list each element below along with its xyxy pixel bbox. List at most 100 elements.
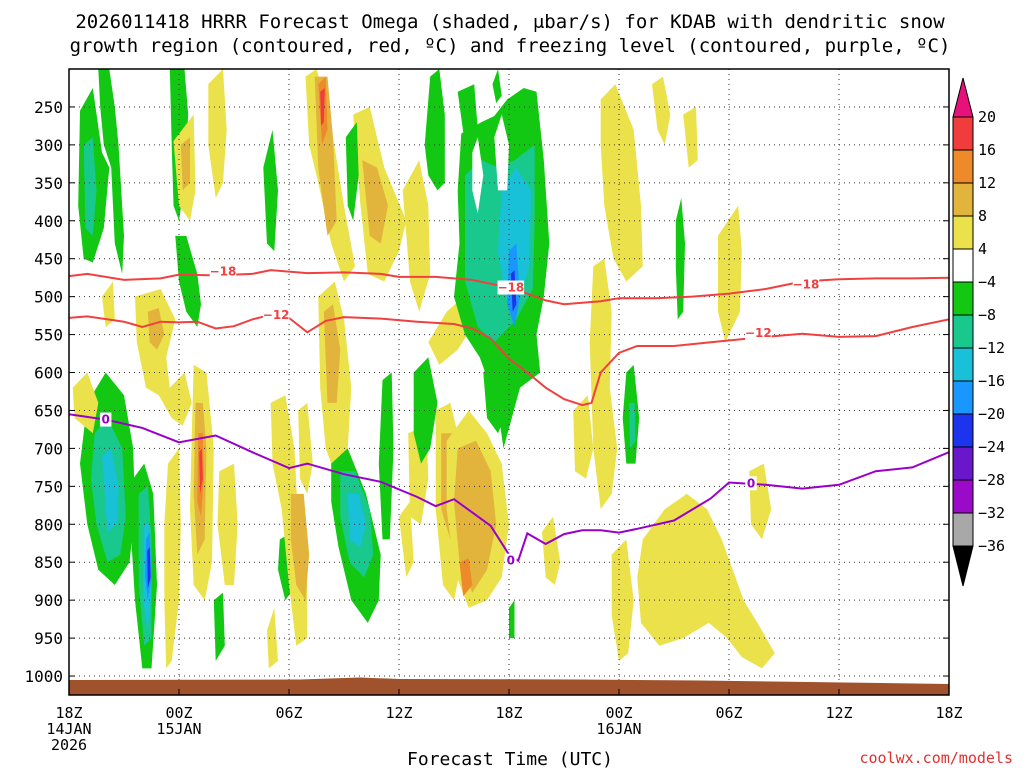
contour-label-bg	[99, 412, 112, 427]
contour-label-bg	[505, 553, 517, 568]
omega-region-1	[83, 137, 97, 236]
contour-label-bg	[745, 326, 772, 341]
contour-labels: −18 −18 −18 −12 −12 0 0 0	[99, 264, 820, 568]
y-tick-label: 250	[34, 98, 63, 117]
contour-label-bg	[209, 264, 237, 279]
contour-label--12: −12	[263, 308, 290, 322]
omega-region-25	[217, 463, 238, 585]
y-tick-label: 750	[34, 477, 63, 496]
omega-region-79	[675, 198, 685, 320]
omega-region-27	[267, 607, 278, 669]
y-tick-label: 350	[34, 174, 63, 193]
contour-line--12	[69, 313, 949, 407]
contour-line-0	[69, 413, 949, 563]
omega-region-74	[589, 258, 618, 510]
y-tick-label: 1000	[24, 667, 63, 686]
omega-region-70	[573, 395, 594, 479]
omega-region-46	[399, 501, 414, 578]
contour-label--12: −12	[745, 326, 772, 340]
omega-region-80	[718, 205, 742, 343]
colorbar-segment-1	[952, 149, 974, 184]
x-tick-label: 12Z	[825, 704, 852, 722]
omega-region-10	[102, 448, 119, 532]
x-tick-label: 00Z	[605, 704, 632, 722]
y-tick-label: 900	[34, 591, 63, 610]
colorbar-label: −8	[978, 306, 996, 324]
colorbar-segment-12	[952, 512, 974, 547]
omega-region-23	[180, 137, 190, 191]
omega-region-64	[492, 69, 502, 104]
omega-region-33	[320, 88, 325, 126]
y-tick-label: 550	[34, 326, 63, 345]
y-tick-label: 850	[34, 553, 63, 572]
omega-region-4	[175, 235, 201, 327]
contour-label-0: 0	[101, 413, 109, 427]
omega-colorbar: 20 16 12 8 4 −4 −8 −12 −16 −20 −24 −28 −32 −36	[952, 77, 1005, 587]
colorbar-segment-0	[952, 116, 974, 151]
colorbar-segment-4	[952, 248, 974, 283]
colorbar-segment-3	[952, 215, 974, 250]
contour-label-bg	[792, 277, 820, 292]
colorbar-segment-8	[952, 380, 974, 415]
omega-region-17	[164, 448, 181, 669]
omega-region-7	[147, 308, 165, 350]
chart-title-line-1: 2026011418 HRRR Forecast Omega (shaded, …	[75, 11, 945, 33]
omega-region-62	[490, 380, 498, 403]
x-tick-label: 2026	[51, 736, 87, 754]
colorbar-label: −36	[978, 537, 1005, 555]
omega-region-53	[413, 357, 438, 464]
x-tick-label: 18Z	[495, 704, 522, 722]
omega-region-73	[683, 106, 698, 168]
omega-region-24	[208, 69, 227, 198]
colorbar-segment-9	[952, 413, 974, 448]
contour-label-bg	[745, 476, 757, 491]
colorbar-segment-11	[952, 479, 974, 514]
colorbar-label: −20	[978, 405, 1005, 423]
x-tick-label: 06Z	[715, 704, 742, 722]
x-axis-title: Forecast Time (UTC)	[407, 749, 613, 768]
colorbar-label: 4	[978, 240, 987, 258]
omega-region-81	[749, 463, 772, 540]
colorbar-label: −16	[978, 372, 1005, 390]
omega-region-5	[102, 281, 115, 327]
omega-region-63	[457, 84, 478, 145]
x-tick-label: 18Z	[935, 704, 962, 722]
y-tick-label: 950	[34, 629, 63, 648]
x-tick-label: 18Z	[55, 704, 82, 722]
y-tick-label: 400	[34, 212, 63, 231]
x-tick-label: 14JAN	[46, 720, 91, 738]
omega-region-29	[298, 402, 313, 494]
colorbar-segment-7	[952, 347, 974, 382]
colorbar-label: −12	[978, 339, 1005, 357]
omega-region-41	[347, 493, 366, 547]
omega-region-78	[637, 493, 775, 669]
chart-title-line-2: growth region (contoured, red, ºC) and f…	[70, 35, 951, 57]
contour-label--18: −18	[793, 277, 820, 291]
y-tick-label: 300	[34, 136, 63, 155]
contour-label-bg	[262, 307, 290, 322]
x-tick-label: 16JAN	[596, 720, 641, 738]
y-tick-label: 650	[34, 401, 63, 420]
contour-label-0: 0	[507, 554, 515, 568]
omega-region-72	[652, 76, 671, 145]
x-tick-label: 06Z	[275, 704, 302, 722]
y-axis: 250 300 350 400 450 500 550 600 650 700 750 800 850 9…	[24, 98, 949, 686]
contour-label-bg	[497, 280, 525, 295]
colorbar-label: −4	[978, 273, 996, 291]
contour-label--18: −18	[497, 281, 524, 295]
y-tick-label: 450	[34, 250, 63, 269]
colorbar-bottom-arrow	[952, 545, 974, 587]
colorbar-label: −24	[978, 438, 1005, 456]
omega-region-50	[402, 160, 431, 312]
y-tick-label: 700	[34, 439, 63, 458]
omega-region-68	[509, 600, 515, 639]
colorbar-label: −32	[978, 504, 1005, 522]
x-tick-label: 15JAN	[156, 720, 201, 738]
colorbar-segment-5	[952, 281, 974, 316]
credit-text: coolwx.com/models	[859, 749, 1013, 767]
omega-region-44	[290, 493, 310, 601]
omega-region-16	[147, 547, 151, 589]
colorbar-top-arrow	[952, 77, 974, 118]
omega-region-56	[498, 167, 531, 305]
omega-region-21	[199, 448, 203, 494]
